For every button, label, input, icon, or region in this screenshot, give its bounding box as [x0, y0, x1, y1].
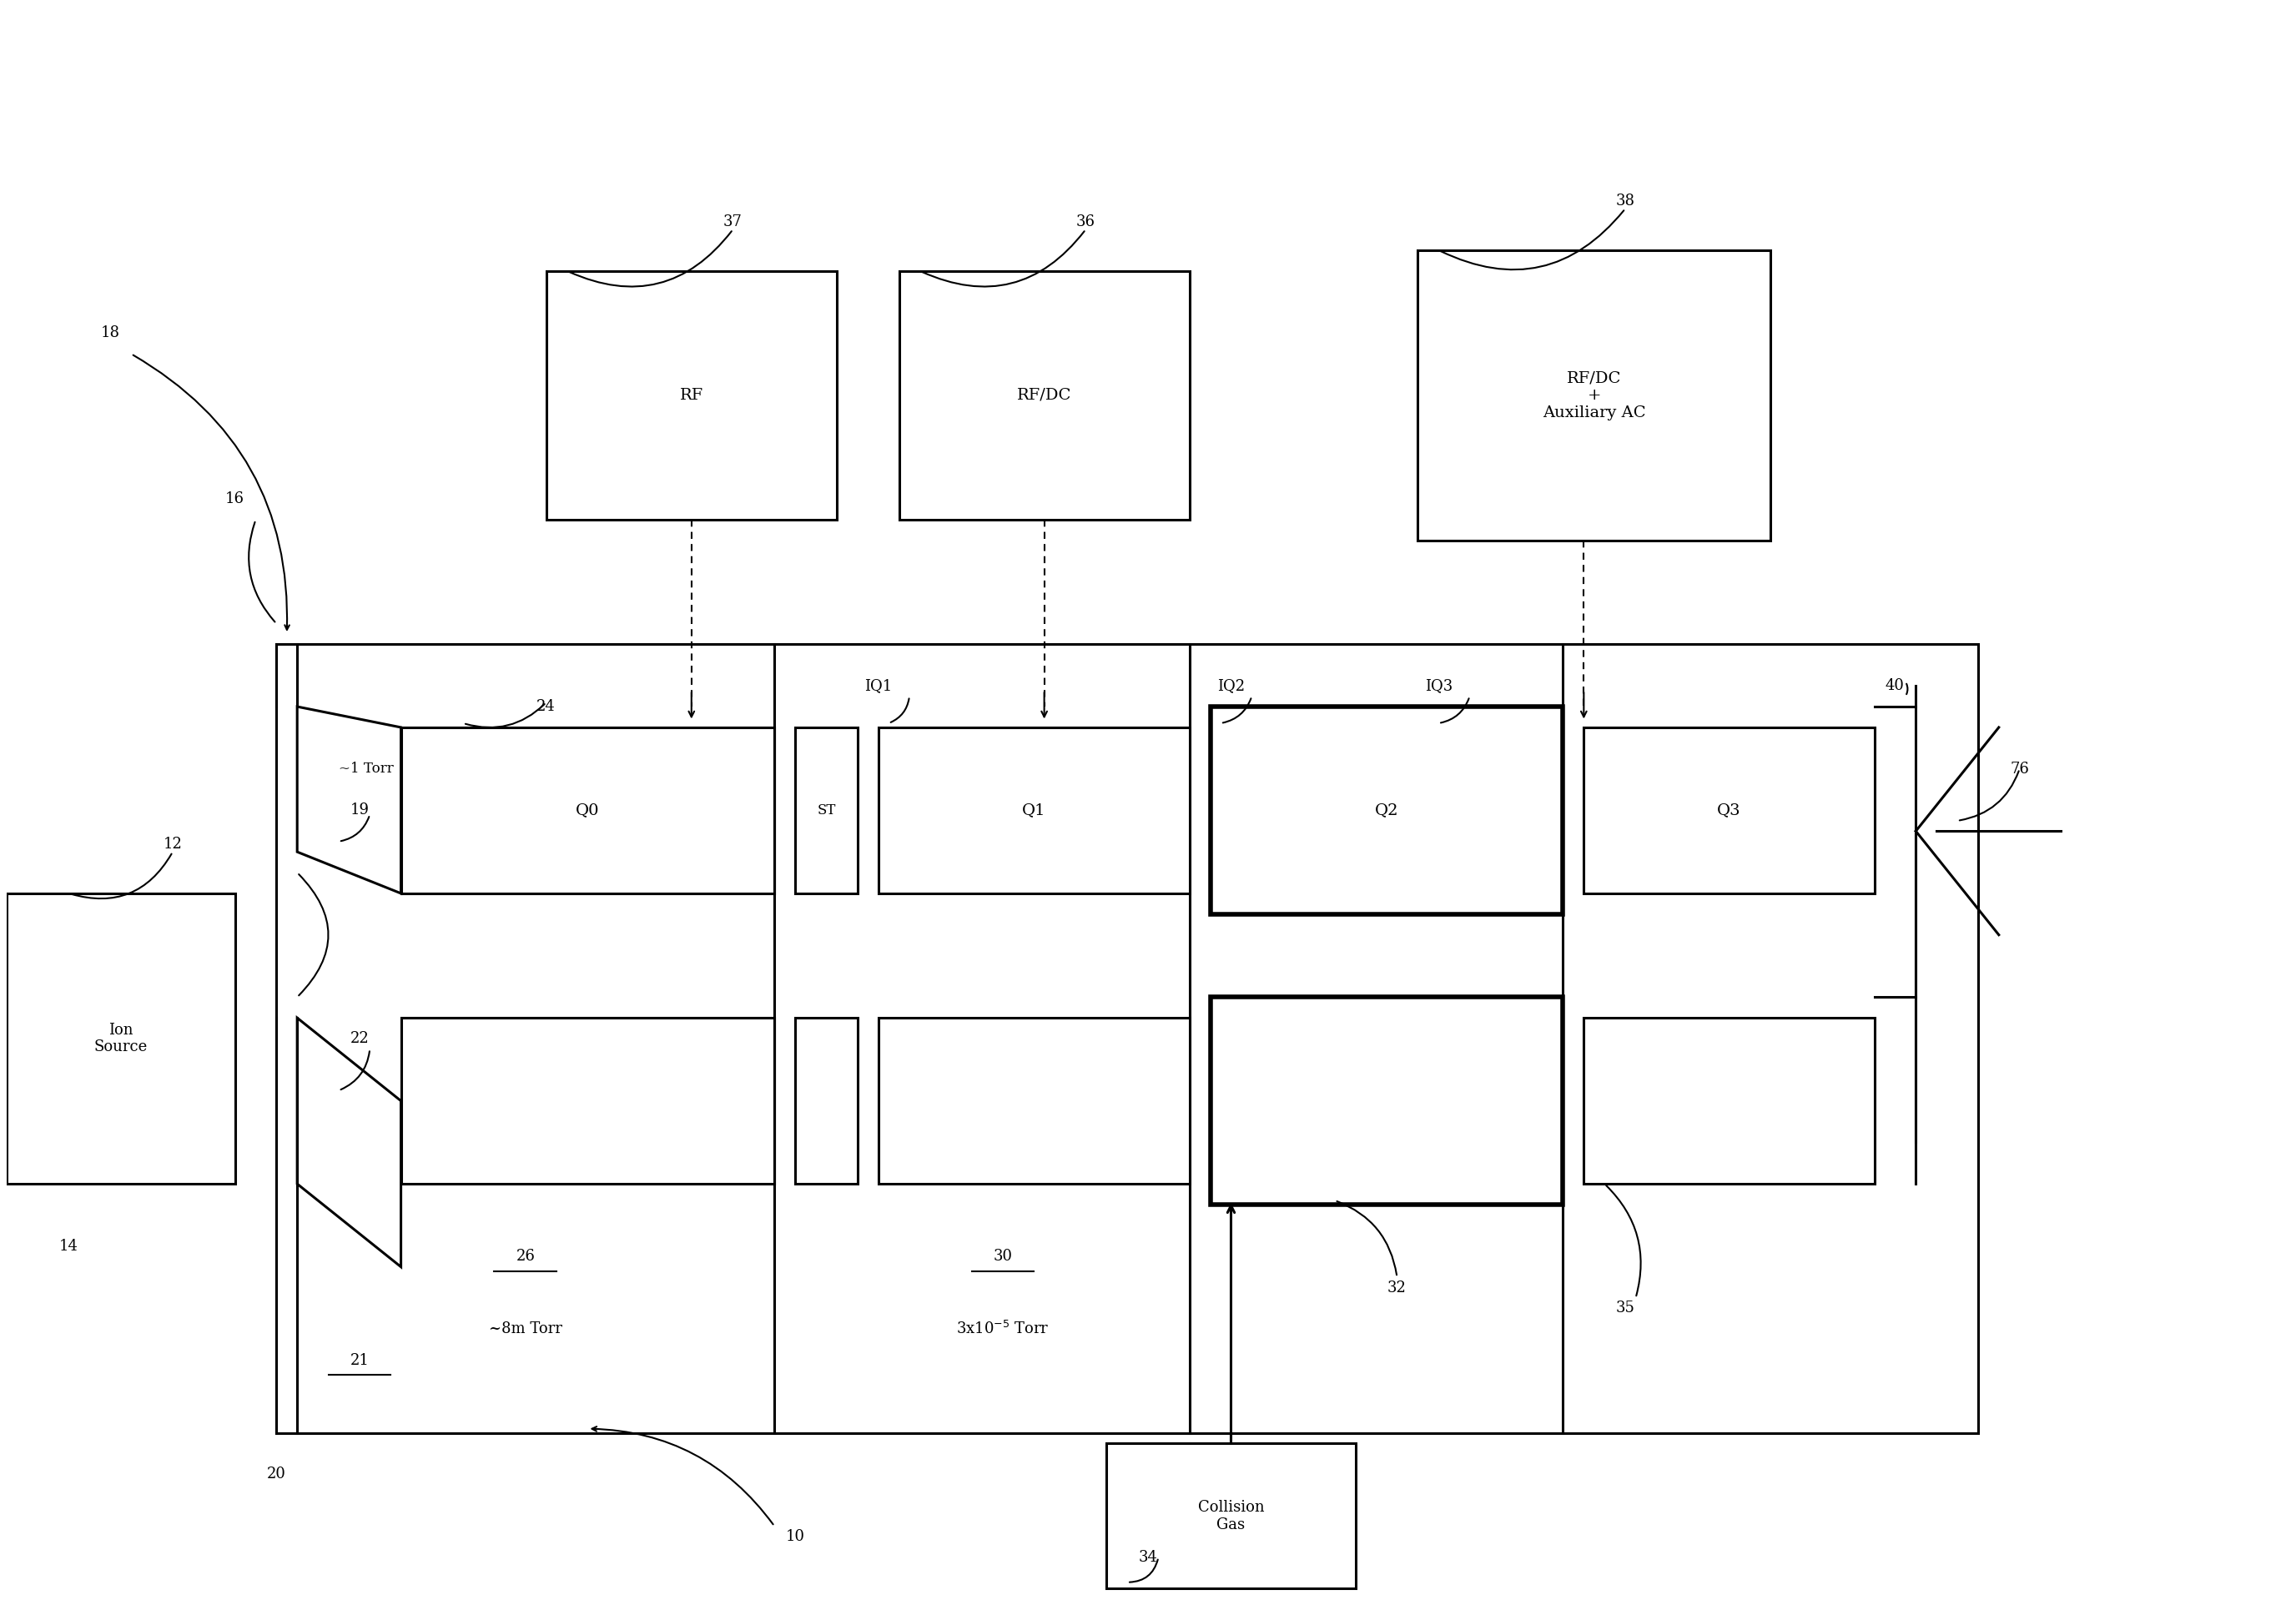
Text: Collision
Gas: Collision Gas [1199, 1499, 1265, 1533]
Text: 26: 26 [517, 1250, 535, 1264]
Bar [1584, 1018, 1874, 1184]
Bar [794, 728, 856, 893]
Bar [276, 645, 1979, 1434]
Bar [794, 1018, 856, 1184]
Bar [1107, 1443, 1355, 1589]
Text: 20: 20 [266, 1467, 287, 1482]
Text: 30: 30 [994, 1250, 1013, 1264]
Polygon shape [402, 1018, 774, 1184]
Text: ~8m Torr: ~8m Torr [489, 1322, 563, 1336]
Text: 34: 34 [1139, 1550, 1157, 1565]
Bar [1417, 250, 1770, 541]
Text: 37: 37 [723, 214, 742, 229]
Text: Q0: Q0 [576, 803, 599, 818]
Text: RF/DC: RF/DC [1017, 387, 1072, 403]
Bar [402, 728, 774, 893]
Bar [546, 270, 836, 520]
Text: 16: 16 [225, 491, 243, 507]
Bar [7, 893, 234, 1184]
Text: 35: 35 [1616, 1301, 1635, 1315]
Text: 24: 24 [537, 699, 556, 714]
Text: 10: 10 [785, 1530, 806, 1544]
Text: 76: 76 [2009, 762, 2030, 776]
Text: 21: 21 [349, 1352, 370, 1368]
Text: 36: 36 [1077, 214, 1095, 229]
Text: 22: 22 [349, 1030, 370, 1046]
Bar [900, 270, 1189, 520]
Text: 32: 32 [1387, 1280, 1407, 1294]
Bar [879, 728, 1189, 893]
Bar [1210, 707, 1564, 914]
Text: IQ3: IQ3 [1424, 678, 1453, 693]
Bar [1584, 728, 1874, 893]
Text: Q3: Q3 [1717, 803, 1740, 818]
Text: ST: ST [817, 803, 836, 818]
Bar [402, 1018, 774, 1184]
Text: RF: RF [680, 387, 703, 403]
Text: IQ1: IQ1 [863, 678, 893, 693]
Text: 14: 14 [60, 1238, 78, 1254]
Text: ~1 Torr: ~1 Torr [340, 762, 393, 776]
Text: IQ2: IQ2 [1217, 678, 1244, 693]
Bar [879, 1018, 1189, 1184]
Text: Q2: Q2 [1375, 803, 1398, 818]
Text: 19: 19 [349, 803, 370, 818]
Bar [1210, 997, 1564, 1205]
Text: 12: 12 [163, 837, 181, 851]
Text: 40: 40 [1885, 678, 1906, 693]
Text: 38: 38 [1616, 194, 1635, 208]
Text: 18: 18 [101, 326, 119, 341]
Polygon shape [402, 728, 774, 893]
Text: Q1: Q1 [1022, 803, 1045, 818]
Text: Ion
Source: Ion Source [94, 1022, 147, 1054]
Text: 3x10$^{-5}$ Torr: 3x10$^{-5}$ Torr [955, 1320, 1049, 1338]
Text: RF/DC
+
Auxiliary AC: RF/DC + Auxiliary AC [1543, 371, 1646, 421]
